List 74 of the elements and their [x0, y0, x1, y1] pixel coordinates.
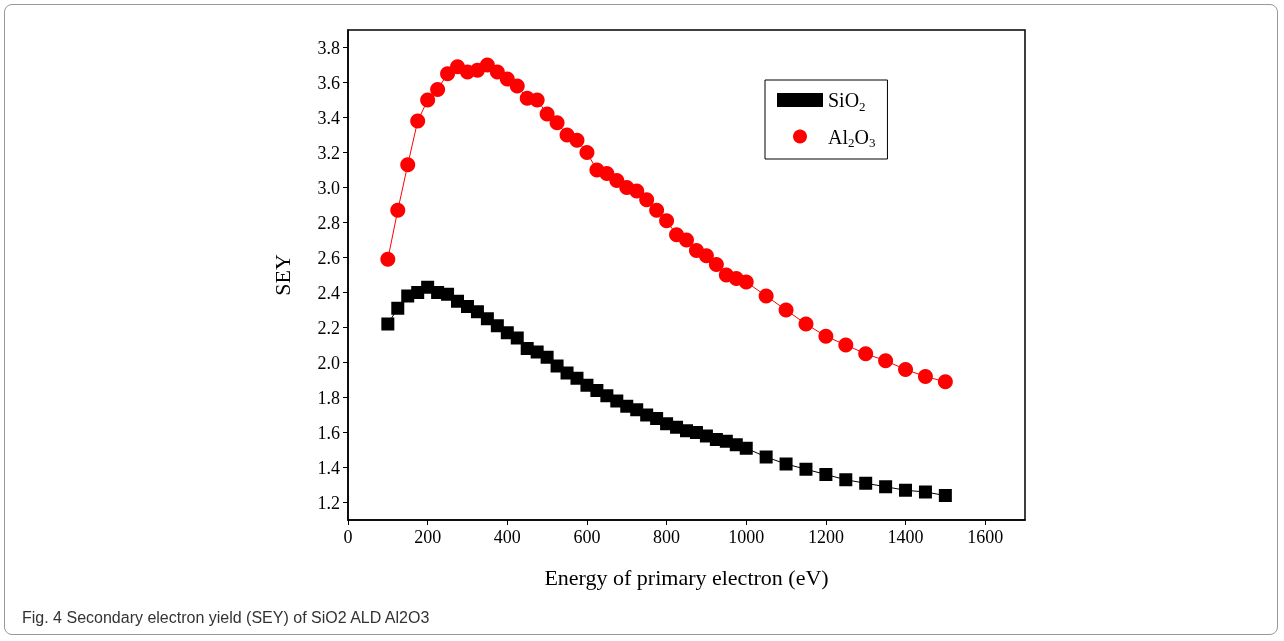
- point: [739, 441, 753, 455]
- x-tick-label: 800: [653, 527, 681, 547]
- y-tick-label: 1.8: [317, 387, 340, 408]
- point: [649, 202, 665, 218]
- point: [430, 82, 446, 97]
- x-tick-label: 1200: [807, 527, 844, 547]
- point: [599, 166, 615, 181]
- point: [569, 132, 585, 148]
- point: [639, 192, 655, 208]
- point: [899, 483, 913, 497]
- x-tick-label: 1000: [728, 527, 765, 547]
- y-tick-label: 1.4: [317, 457, 340, 478]
- y-tick-label: 2.6: [317, 247, 340, 268]
- point: [549, 115, 565, 131]
- point: [679, 232, 694, 248]
- y-tick-label: 2.0: [317, 352, 340, 373]
- y-tick-label: 2.4: [317, 282, 340, 303]
- point: [440, 66, 456, 82]
- x-tick-label: 600: [573, 527, 601, 547]
- point: [629, 183, 645, 199]
- point: [579, 145, 595, 160]
- point: [410, 113, 426, 129]
- x-tick-label: 1600: [967, 527, 1004, 547]
- point: [778, 302, 794, 318]
- point: [609, 173, 625, 188]
- x-axis-title: Energy of primary electron (eV): [544, 564, 829, 590]
- point: [390, 202, 406, 218]
- point: [819, 468, 833, 481]
- y-axis-title: SEY: [269, 254, 295, 296]
- y-tick-label: 1.2: [317, 492, 340, 513]
- x-tick-label: 1400: [887, 527, 924, 547]
- point: [917, 369, 933, 384]
- y-tick-label: 3.8: [317, 37, 340, 58]
- x-tick-label: 200: [414, 527, 442, 547]
- point: [859, 476, 873, 490]
- point: [529, 92, 545, 108]
- point: [659, 213, 675, 229]
- point: [738, 274, 754, 290]
- point: [879, 480, 893, 494]
- point: [779, 457, 793, 471]
- point: [391, 301, 405, 315]
- caption: Fig. 4 Secondary electron yield (SEY) of SiO2 ALD Al2O3: [22, 608, 430, 626]
- point: [799, 462, 813, 476]
- point: [510, 331, 524, 345]
- point: [838, 337, 854, 353]
- point: [818, 328, 834, 344]
- point: [708, 257, 724, 272]
- point: [759, 450, 773, 464]
- point: [918, 485, 932, 499]
- point: [540, 350, 554, 364]
- y-tick-label: 3.2: [317, 142, 340, 163]
- point: [509, 78, 525, 94]
- point: [380, 251, 396, 267]
- y-tick-label: 2.8: [317, 212, 340, 233]
- point: [938, 489, 952, 502]
- point: [758, 288, 774, 304]
- point: [698, 248, 714, 264]
- y-tick-label: 3.0: [317, 177, 340, 198]
- point: [539, 106, 555, 122]
- x-tick-label: 400: [493, 527, 521, 547]
- x-tick-label: 0: [343, 527, 353, 547]
- point: [400, 157, 416, 173]
- point: [878, 353, 894, 369]
- point: [937, 374, 953, 390]
- y-tick-label: 3.4: [317, 107, 340, 128]
- point: [858, 346, 874, 362]
- y-tick-label: 2.2: [317, 317, 340, 338]
- point: [381, 317, 395, 331]
- point: [798, 316, 814, 332]
- point: [420, 92, 436, 108]
- y-tick-label: 1.6: [317, 422, 340, 443]
- point: [839, 473, 853, 487]
- point: [898, 362, 914, 377]
- y-tick-label: 3.6: [317, 72, 340, 93]
